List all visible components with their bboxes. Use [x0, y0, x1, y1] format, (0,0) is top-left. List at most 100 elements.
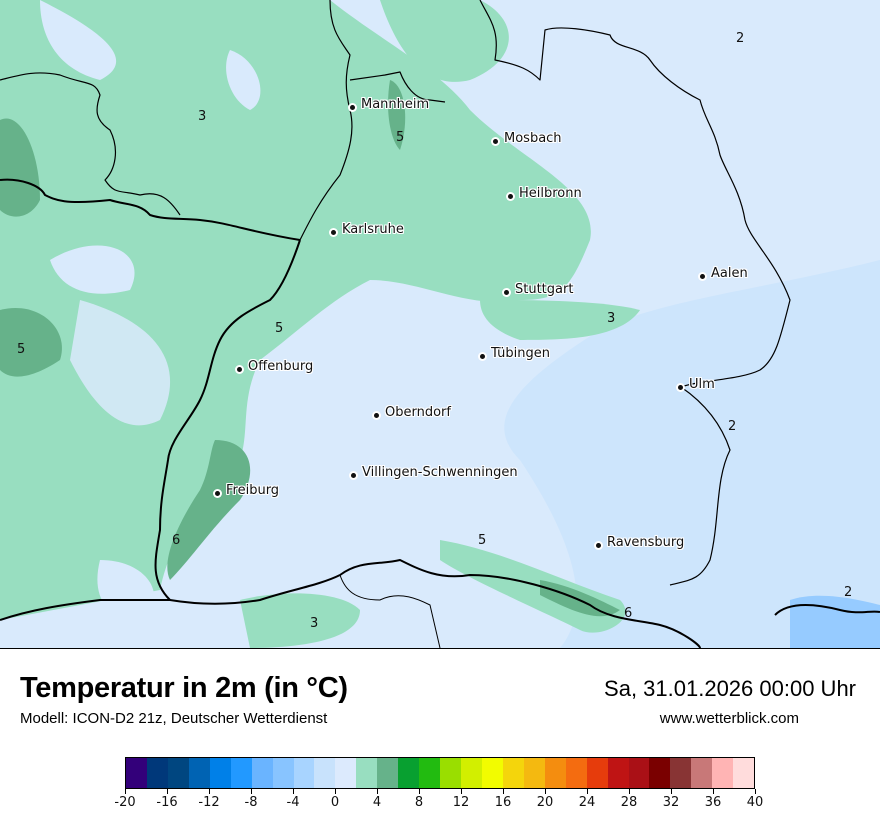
colorbar-segment — [523, 758, 545, 788]
colorbar-tick — [754, 789, 756, 794]
colorbar-tick — [124, 789, 126, 794]
city-marker-icon — [331, 230, 336, 235]
isotherm-label: 6 — [172, 533, 181, 548]
colorbar-segment — [691, 758, 713, 788]
colorbar-segment — [461, 758, 482, 788]
colorbar-segment — [670, 758, 692, 788]
colorbar-tick-label: 16 — [494, 795, 512, 810]
isotherm-label: 2 — [728, 419, 737, 434]
colorbar-tick-label: 36 — [704, 795, 722, 810]
city-label: Offenburg — [237, 359, 313, 374]
city-marker-icon — [351, 473, 356, 478]
city-marker-icon — [480, 354, 485, 359]
city-marker-icon — [508, 194, 513, 199]
colorbar-tick-label: 40 — [746, 795, 764, 810]
colorbar-tick-label: -4 — [286, 795, 300, 810]
isotherm-label: 5 — [396, 130, 405, 145]
valid-datetime: Sa, 31.01.2026 00:00 Uhr — [604, 676, 856, 701]
isotherm-label: 5 — [478, 533, 487, 548]
colorbar-segment — [377, 758, 399, 788]
colorbar-segment — [607, 758, 629, 788]
city-marker-icon — [215, 491, 220, 496]
isotherm-label: 5 — [17, 342, 26, 357]
city-marker-icon — [700, 274, 705, 279]
colorbar-segment — [251, 758, 273, 788]
colorbar-tick — [418, 789, 420, 794]
city-marker-icon — [350, 105, 355, 110]
city-label: Freiburg — [215, 483, 279, 498]
colorbar-tick — [712, 789, 714, 794]
colorbar-segment — [733, 758, 755, 788]
colorbar-tick — [460, 789, 462, 794]
city-label: Ulm — [678, 377, 715, 392]
colorbar-segment — [293, 758, 315, 788]
city-label: Oberndorf — [374, 405, 451, 420]
colorbar-tick-label: -12 — [198, 795, 220, 810]
colorbar-segment — [272, 758, 294, 788]
isotherm-label: 3 — [198, 109, 207, 124]
colorbar-segment — [126, 758, 147, 788]
city-marker-icon — [493, 139, 498, 144]
colorbar-segment — [544, 758, 566, 788]
colorbar-segment — [209, 758, 231, 788]
colorbar-segment — [230, 758, 252, 788]
map-canvas — [0, 0, 880, 648]
colorbar-segment — [628, 758, 650, 788]
colorbar-segment — [586, 758, 608, 788]
city-marker-icon — [678, 385, 683, 390]
colorbar-segment — [167, 758, 189, 788]
colorbar-tick — [334, 789, 336, 794]
city-marker-icon — [596, 543, 601, 548]
colorbar-tick — [628, 789, 630, 794]
colorbar-segment — [314, 758, 336, 788]
colorbar-tick-label: -8 — [244, 795, 258, 810]
isotherm-label: 2 — [736, 31, 745, 46]
colorbar-tick — [376, 789, 378, 794]
colorbar-tick-label: 12 — [452, 795, 470, 810]
colorbar-segment — [419, 758, 441, 788]
colorbar-tick — [586, 789, 588, 794]
city-label: Karlsruhe — [331, 222, 404, 237]
colorbar-segment — [565, 758, 587, 788]
isotherm-label: 5 — [275, 321, 284, 336]
website-link[interactable]: www.wetterblick.com — [659, 710, 799, 727]
city-label: Heilbronn — [508, 186, 582, 201]
map-title: Temperatur in 2m (in °C) — [20, 672, 348, 704]
colorbar-segment — [481, 758, 503, 788]
city-label: Mosbach — [493, 131, 562, 146]
colorbar-tick — [670, 789, 672, 794]
colorbar-segment — [502, 758, 524, 788]
colorbar-tick-label: 24 — [578, 795, 596, 810]
colorbar-segment — [712, 758, 734, 788]
isotherm-label: 3 — [607, 311, 616, 326]
colorbar-segment — [335, 758, 357, 788]
colorbar-tick-label: 0 — [330, 795, 340, 810]
isotherm-label: 6 — [624, 606, 633, 621]
colorbar-tick — [502, 789, 504, 794]
city-label: Mannheim — [350, 97, 429, 112]
city-label: Ravensburg — [596, 535, 684, 550]
isotherm-label: 2 — [844, 585, 853, 600]
colorbar-segment — [649, 758, 671, 788]
colorbar-tick-label: 28 — [620, 795, 638, 810]
colorbar-tick — [292, 789, 294, 794]
model-subtitle: Modell: ICON-D2 21z, Deutscher Wetterdie… — [20, 710, 328, 727]
colorbar-tick-label: 32 — [662, 795, 680, 810]
colorbar-tick-label: 8 — [414, 795, 424, 810]
colorbar-tick — [208, 789, 210, 794]
colorbar-tick-label: -20 — [114, 795, 136, 810]
city-label: Villingen-Schwenningen — [351, 465, 518, 480]
colorbar-tick — [250, 789, 252, 794]
colorbar-segment — [146, 758, 168, 788]
colorbar-tick — [544, 789, 546, 794]
city-label: Stuttgart — [504, 282, 573, 297]
colorbar-tick-label: 20 — [536, 795, 554, 810]
city-marker-icon — [237, 367, 242, 372]
colorbar-tick-label: -16 — [156, 795, 178, 810]
colorbar-segment — [398, 758, 420, 788]
colorbar-tick-label: 4 — [372, 795, 382, 810]
temperature-map: Mannheim Mosbach Heilbronn Karlsruhe Aal… — [0, 0, 880, 649]
city-marker-icon — [504, 290, 509, 295]
colorbar-segment — [188, 758, 210, 788]
colorbar-segment — [440, 758, 461, 788]
